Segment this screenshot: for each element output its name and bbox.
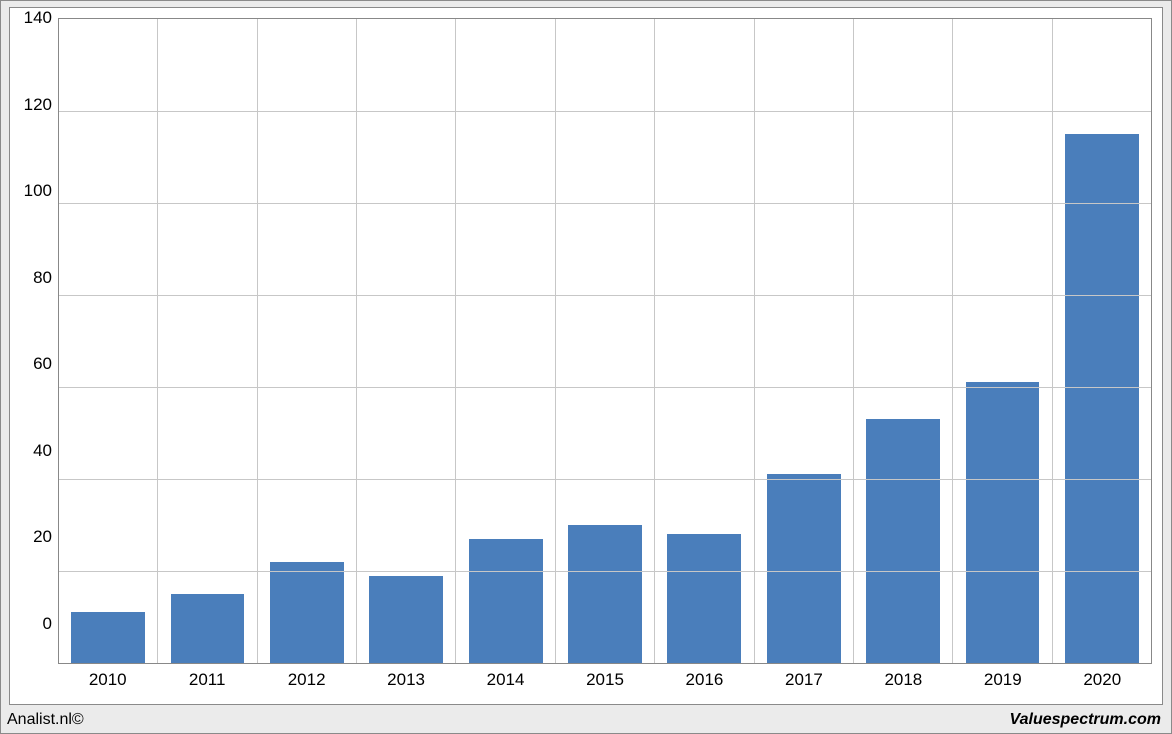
plot-area [58,18,1152,664]
x-tick-label: 2020 [1053,664,1152,704]
footer-right-label: Valuespectrum.com [1010,711,1161,729]
y-tick-label: 20 [33,527,52,547]
gridline [59,571,1151,572]
bar-column [357,19,456,663]
y-axis: 0 20 40 60 80 100 120 140 [10,8,58,664]
bar-column [59,19,158,663]
y-tick-label: 100 [24,181,52,201]
gridline [59,479,1151,480]
bar [171,594,245,663]
plot-wrapper: 020406080100120140 201020112012201320142… [9,7,1163,705]
gridline [59,203,1151,204]
y-tick-label: 120 [24,95,52,115]
bar-column [953,19,1052,663]
bar [667,534,741,663]
bar [767,474,841,663]
bar [270,562,344,663]
x-tick-label: 2015 [555,664,654,704]
bar-column [655,19,754,663]
bar-columns [59,19,1151,663]
x-tick-label: 2018 [854,664,953,704]
bar-column [258,19,357,663]
x-tick-label: 2010 [58,664,157,704]
chart-frame: 020406080100120140 201020112012201320142… [0,0,1172,734]
gridline [59,387,1151,388]
bar-column [1053,19,1151,663]
x-tick-label: 2017 [754,664,853,704]
footer-left-label: Analist.nl© [7,711,84,729]
y-tick-label: 0 [43,614,52,634]
x-axis: 2010201120122013201420152016201720182019… [58,664,1152,704]
bar [469,539,543,663]
x-tick-label: 2013 [356,664,455,704]
bar [1065,134,1139,663]
bar [866,419,940,663]
bar [568,525,642,663]
gridline [59,111,1151,112]
bar-column [158,19,257,663]
bar-column [556,19,655,663]
y-tick-label: 40 [33,441,52,461]
bar [71,612,145,663]
x-tick-label: 2012 [257,664,356,704]
bar-column [854,19,953,663]
y-tick-label: 80 [33,268,52,288]
x-tick-label: 2011 [157,664,256,704]
y-tick-label: 140 [24,8,52,28]
gridline [59,295,1151,296]
y-tick-label: 60 [33,354,52,374]
bar [369,576,443,663]
x-tick-label: 2014 [456,664,555,704]
bar-column [456,19,555,663]
x-tick-label: 2019 [953,664,1052,704]
x-tick-label: 2016 [655,664,754,704]
bar-column [755,19,854,663]
bar [966,382,1040,663]
